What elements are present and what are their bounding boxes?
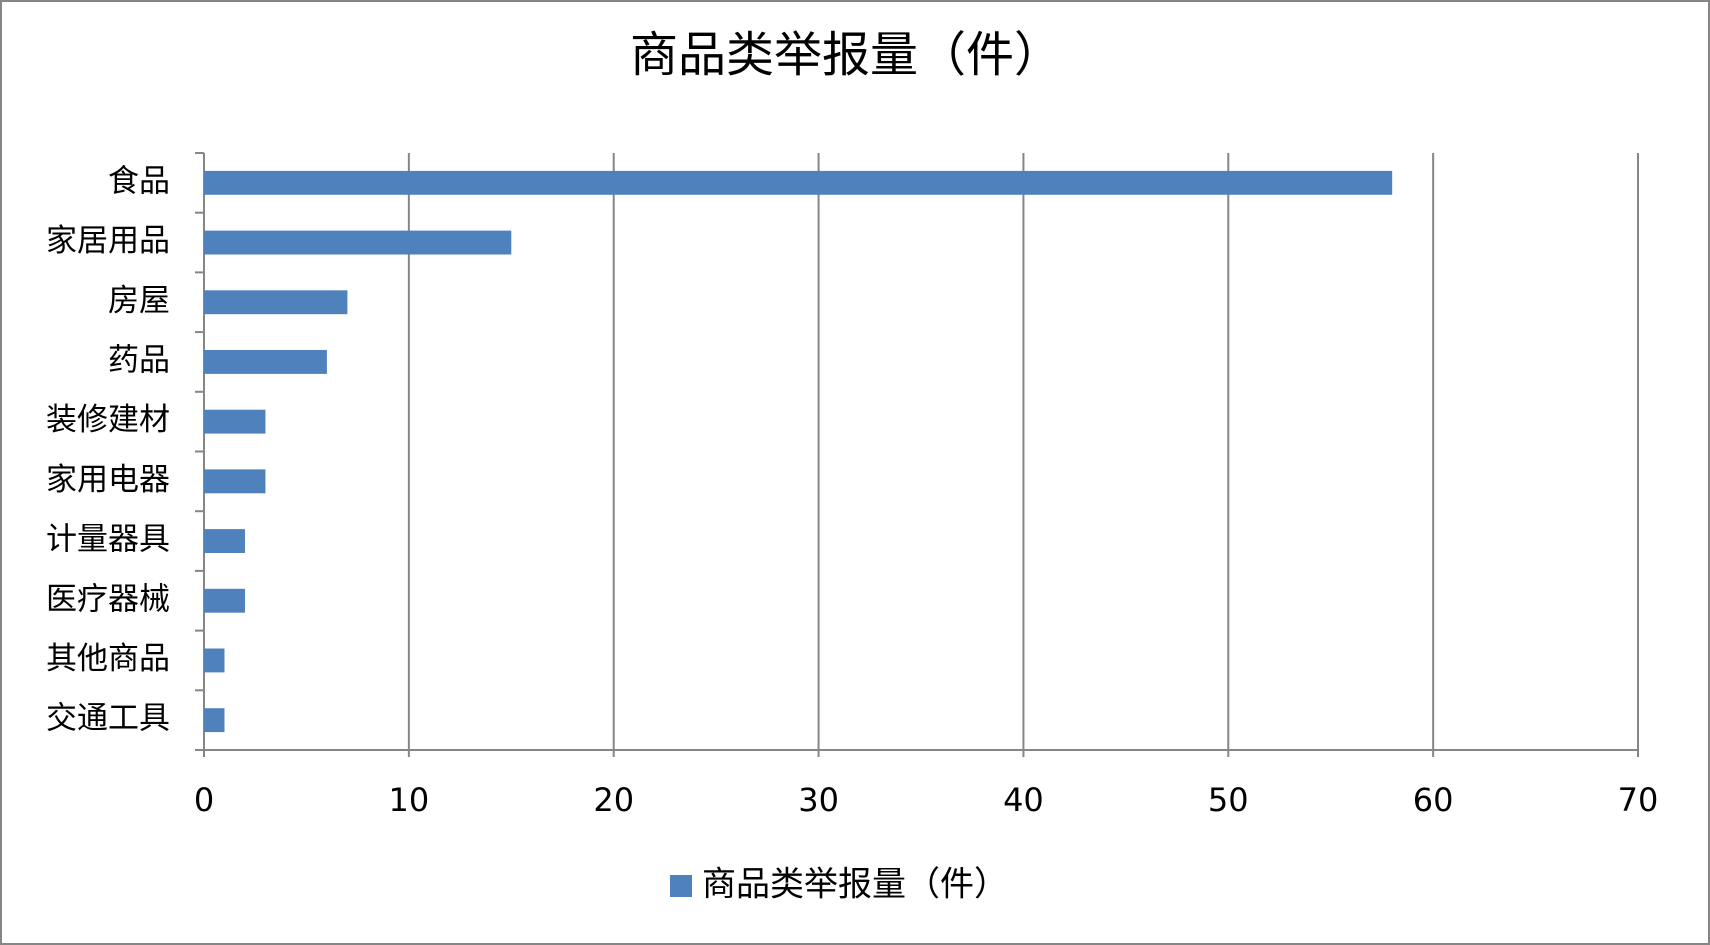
- bar: [204, 409, 266, 434]
- y-tick-label: 药品: [108, 342, 170, 378]
- bar: [204, 708, 225, 733]
- bar: [204, 230, 512, 255]
- bar: [204, 350, 327, 374]
- bar: [204, 469, 266, 494]
- bar: [204, 170, 1393, 195]
- y-tick-label: 交通工具: [46, 701, 170, 737]
- x-tick-label: 10: [388, 781, 429, 819]
- y-tick-label: 食品: [108, 163, 170, 199]
- x-tick-label: 20: [593, 781, 634, 819]
- x-tick-label: 0: [194, 781, 214, 819]
- chart-title: 商品类举报量（件）: [630, 27, 1062, 83]
- x-tick-label: 30: [798, 781, 839, 819]
- x-tick-label: 70: [1618, 781, 1659, 819]
- x-tick-label: 50: [1208, 781, 1249, 819]
- y-tick-label: 家用电器: [46, 462, 170, 498]
- bar: [204, 529, 245, 553]
- bar: [204, 648, 225, 673]
- y-tick-label: 其他商品: [46, 641, 170, 677]
- x-tick-label: 40: [1003, 781, 1044, 819]
- bar: [204, 290, 348, 315]
- y-tick-label: 装修建材: [46, 402, 170, 438]
- y-tick-label: 医疗器械: [46, 581, 170, 617]
- legend-label: 商品类举报量（件）: [702, 865, 1008, 905]
- y-tick-label: 家居用品: [46, 223, 170, 259]
- y-tick-label: 计量器具: [46, 522, 170, 558]
- legend-marker: [670, 875, 692, 897]
- y-tick-label: 房屋: [108, 283, 170, 319]
- x-tick-label: 60: [1413, 781, 1454, 819]
- bar: [204, 588, 245, 613]
